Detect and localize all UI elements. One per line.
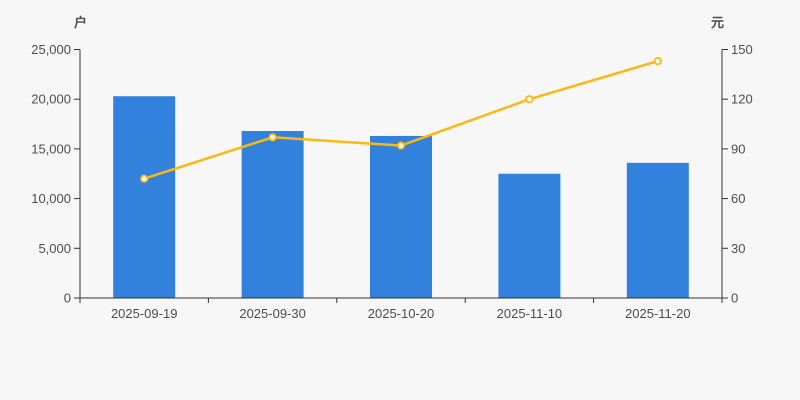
right-axis-tick-label: 90	[731, 141, 745, 156]
bar	[370, 135, 432, 298]
left-axis-tick-label: 15,000	[31, 141, 71, 156]
bar	[498, 173, 561, 298]
line-point-marker	[525, 95, 534, 104]
right-axis-title: 元	[711, 15, 725, 30]
bar	[241, 131, 304, 298]
left-axis-tick-label: 0	[64, 291, 71, 306]
right-axis-tick-label: 150	[731, 42, 753, 57]
left-axis-tick-label: 10,000	[31, 191, 71, 206]
left-axis-tick-label: 20,000	[31, 92, 71, 107]
x-axis-category-label: 2025-11-10	[497, 306, 563, 321]
line-point-marker	[268, 133, 277, 142]
line-point-marker	[140, 174, 149, 183]
x-axis-category-label: 2025-09-19	[111, 306, 178, 321]
right-axis-tick-label: 120	[731, 92, 753, 107]
right-axis-tick-label: 0	[731, 291, 738, 306]
right-axis-tick-label: 60	[731, 191, 745, 206]
left-axis-title: 户	[74, 15, 88, 30]
bar	[113, 96, 176, 298]
x-axis-category-label: 2025-11-20	[625, 306, 691, 321]
line-point-marker	[396, 141, 406, 150]
left-axis-tick-label: 25,000	[31, 42, 71, 57]
left-axis-tick-label: 5,000	[38, 241, 71, 256]
x-axis-category-label: 2025-10-20	[368, 306, 435, 321]
x-axis-category-label: 2025-09-30	[239, 306, 306, 321]
right-axis-tick-label: 30	[731, 241, 745, 256]
line-point-marker	[653, 56, 662, 66]
bar	[626, 162, 689, 298]
